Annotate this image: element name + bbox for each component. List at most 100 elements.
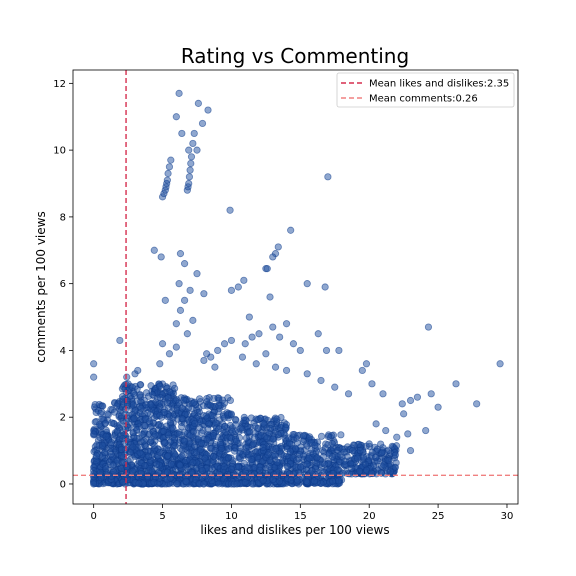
data-point: [178, 404, 186, 412]
data-point: [208, 477, 216, 485]
x-tick-label: 5: [159, 511, 165, 522]
data-point: [129, 443, 137, 451]
legend-entry-mean-y: Mean comments:0.26: [369, 94, 478, 105]
data-point: [273, 458, 281, 467]
data-point: [191, 442, 199, 450]
data-point: [392, 442, 401, 450]
data-point: [424, 323, 433, 331]
data-point: [196, 446, 205, 454]
data-point: [303, 280, 311, 288]
data-point: [220, 422, 229, 431]
data-point: [246, 428, 254, 436]
data-point: [217, 444, 226, 453]
data-point: [245, 313, 253, 321]
data-point: [382, 426, 390, 435]
x-tick-label: 0: [90, 511, 96, 522]
data-point: [138, 431, 146, 439]
data-point: [109, 461, 117, 469]
data-point: [365, 440, 373, 448]
data-point: [234, 463, 242, 471]
data-point: [227, 465, 236, 473]
data-point: [356, 446, 364, 455]
data-point: [227, 286, 236, 294]
data-point: [360, 453, 368, 461]
data-point: [208, 465, 216, 473]
data-point: [198, 466, 206, 475]
data-point: [201, 472, 209, 480]
data-point: [422, 426, 430, 435]
data-point: [255, 330, 263, 338]
data-point: [236, 444, 244, 452]
y-tick-label: 6: [60, 279, 66, 290]
data-point: [248, 455, 256, 464]
data-point: [269, 253, 277, 261]
chart-title: Rating vs Commenting: [181, 44, 409, 68]
data-point: [266, 424, 275, 433]
y-tick-label: 12: [53, 79, 66, 90]
data-point: [263, 265, 271, 273]
y-axis: 0 2 4 6 8 10 12: [53, 79, 73, 490]
data-point: [322, 346, 331, 355]
data-point: [134, 366, 142, 375]
data-point: [214, 346, 222, 355]
data-point: [178, 414, 186, 423]
data-point: [372, 420, 380, 428]
data-point: [335, 346, 343, 355]
data-point: [400, 410, 408, 418]
data-point: [434, 403, 442, 411]
data-point: [185, 146, 193, 154]
data-point: [314, 330, 322, 338]
x-axis-label: likes and dislikes per 100 views: [200, 523, 389, 537]
legend-box: [336, 72, 515, 108]
data-point: [198, 119, 207, 128]
data-point: [303, 370, 311, 378]
data-point: [98, 441, 107, 449]
data-point: [211, 363, 219, 371]
data-point: [406, 396, 415, 405]
data-point: [203, 350, 211, 358]
data-point: [274, 431, 282, 439]
data-point: [190, 129, 198, 138]
data-point: [189, 428, 198, 436]
data-point: [238, 353, 247, 361]
data-point: [215, 480, 223, 488]
data-point: [256, 466, 264, 474]
data-point: [156, 360, 164, 368]
data-point: [150, 246, 158, 254]
data-point: [263, 434, 271, 442]
data-point: [317, 432, 326, 440]
plot-frame: [72, 69, 519, 505]
data-point: [165, 350, 174, 358]
y-tick-label: 0: [60, 479, 66, 490]
data-point: [358, 366, 366, 375]
data-point: [117, 445, 126, 453]
data-point: [296, 346, 304, 355]
data-point: [286, 447, 294, 455]
data-point: [153, 460, 161, 468]
data-point: [176, 250, 185, 258]
data-point: [116, 336, 124, 345]
data-point: [377, 440, 385, 448]
data-point: [240, 276, 248, 284]
data-point: [321, 283, 329, 291]
data-point: [188, 468, 196, 477]
data-point: [225, 445, 233, 453]
data-point: [141, 462, 149, 470]
data-point: [220, 399, 229, 407]
data-point: [308, 467, 316, 475]
data-point: [90, 373, 98, 381]
data-point: [273, 415, 281, 423]
data-point: [204, 425, 212, 433]
data-point: [348, 464, 356, 472]
data-point: [289, 340, 298, 348]
data-point: [172, 113, 180, 121]
data-point: [95, 420, 103, 429]
data-point: [303, 460, 311, 468]
data-point: [156, 411, 164, 420]
data-point: [178, 452, 186, 460]
data-point: [180, 260, 189, 268]
data-point: [203, 436, 211, 444]
data-point: [164, 452, 172, 460]
data-point: [182, 477, 190, 485]
data-point: [413, 393, 422, 401]
